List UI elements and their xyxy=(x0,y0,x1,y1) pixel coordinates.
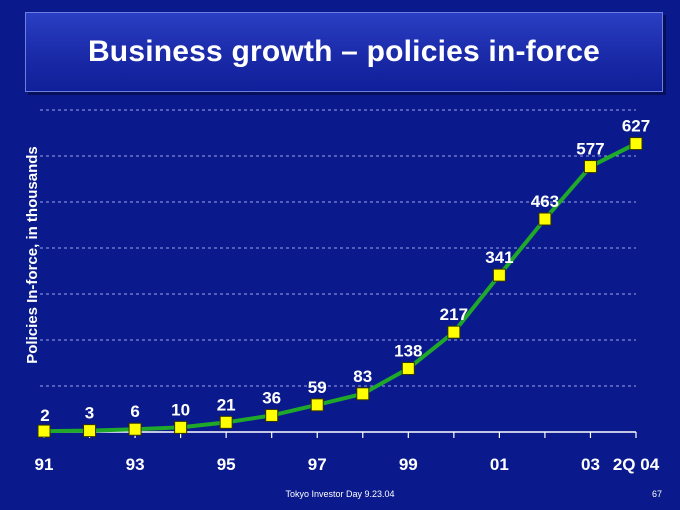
data-point xyxy=(356,387,370,401)
data-label: 463 xyxy=(531,192,559,211)
page-number: 67 xyxy=(651,489,662,499)
x-tick-label: 91 xyxy=(35,455,54,474)
data-point xyxy=(37,424,51,438)
data-label: 6 xyxy=(130,402,139,421)
data-label: 36 xyxy=(262,388,281,407)
footer-text: Tokyo Investor Day 9.23.04 xyxy=(285,489,395,499)
data-point xyxy=(629,137,643,151)
data-point xyxy=(538,212,552,226)
slide-title: Business growth – policies in-force xyxy=(87,35,601,68)
data-point xyxy=(174,420,188,434)
x-tick-labels: 91 93 95 97 99 01 03 2Q 04 xyxy=(35,455,660,474)
data-point xyxy=(265,408,279,422)
data-point xyxy=(447,325,461,339)
data-label: 3 xyxy=(85,404,94,423)
data-label: 341 xyxy=(485,248,513,267)
y-axis-label: Policies In-force, in thousands xyxy=(24,146,41,364)
data-label: 217 xyxy=(440,305,468,324)
x-tick-label: 93 xyxy=(126,455,145,474)
series-line xyxy=(43,141,637,434)
data-label: 577 xyxy=(576,140,604,159)
data-label: 83 xyxy=(353,367,372,386)
x-tick-label: 99 xyxy=(399,455,418,474)
x-tick-label: 01 xyxy=(490,455,509,474)
data-label: 10 xyxy=(171,400,190,419)
x-tick-label: 2Q 04 xyxy=(613,455,660,474)
x-axis xyxy=(38,431,637,438)
x-tick-label: 95 xyxy=(217,455,236,474)
data-label: 21 xyxy=(217,395,236,414)
data-label: 59 xyxy=(308,378,327,397)
data-point xyxy=(128,422,142,436)
data-point xyxy=(219,415,233,429)
x-tick-label: 97 xyxy=(308,455,327,474)
data-markers xyxy=(37,137,643,438)
x-tick-label: 03 xyxy=(581,455,600,474)
title-bar: Business growth – policies in-force xyxy=(25,12,663,92)
data-point xyxy=(492,268,506,282)
data-label: 2 xyxy=(40,406,49,425)
data-point xyxy=(310,398,324,412)
data-point xyxy=(583,160,597,174)
data-point xyxy=(83,424,97,438)
data-label: 627 xyxy=(622,117,650,136)
data-label: 138 xyxy=(394,342,422,361)
data-point xyxy=(401,362,415,376)
gridlines xyxy=(40,109,636,387)
